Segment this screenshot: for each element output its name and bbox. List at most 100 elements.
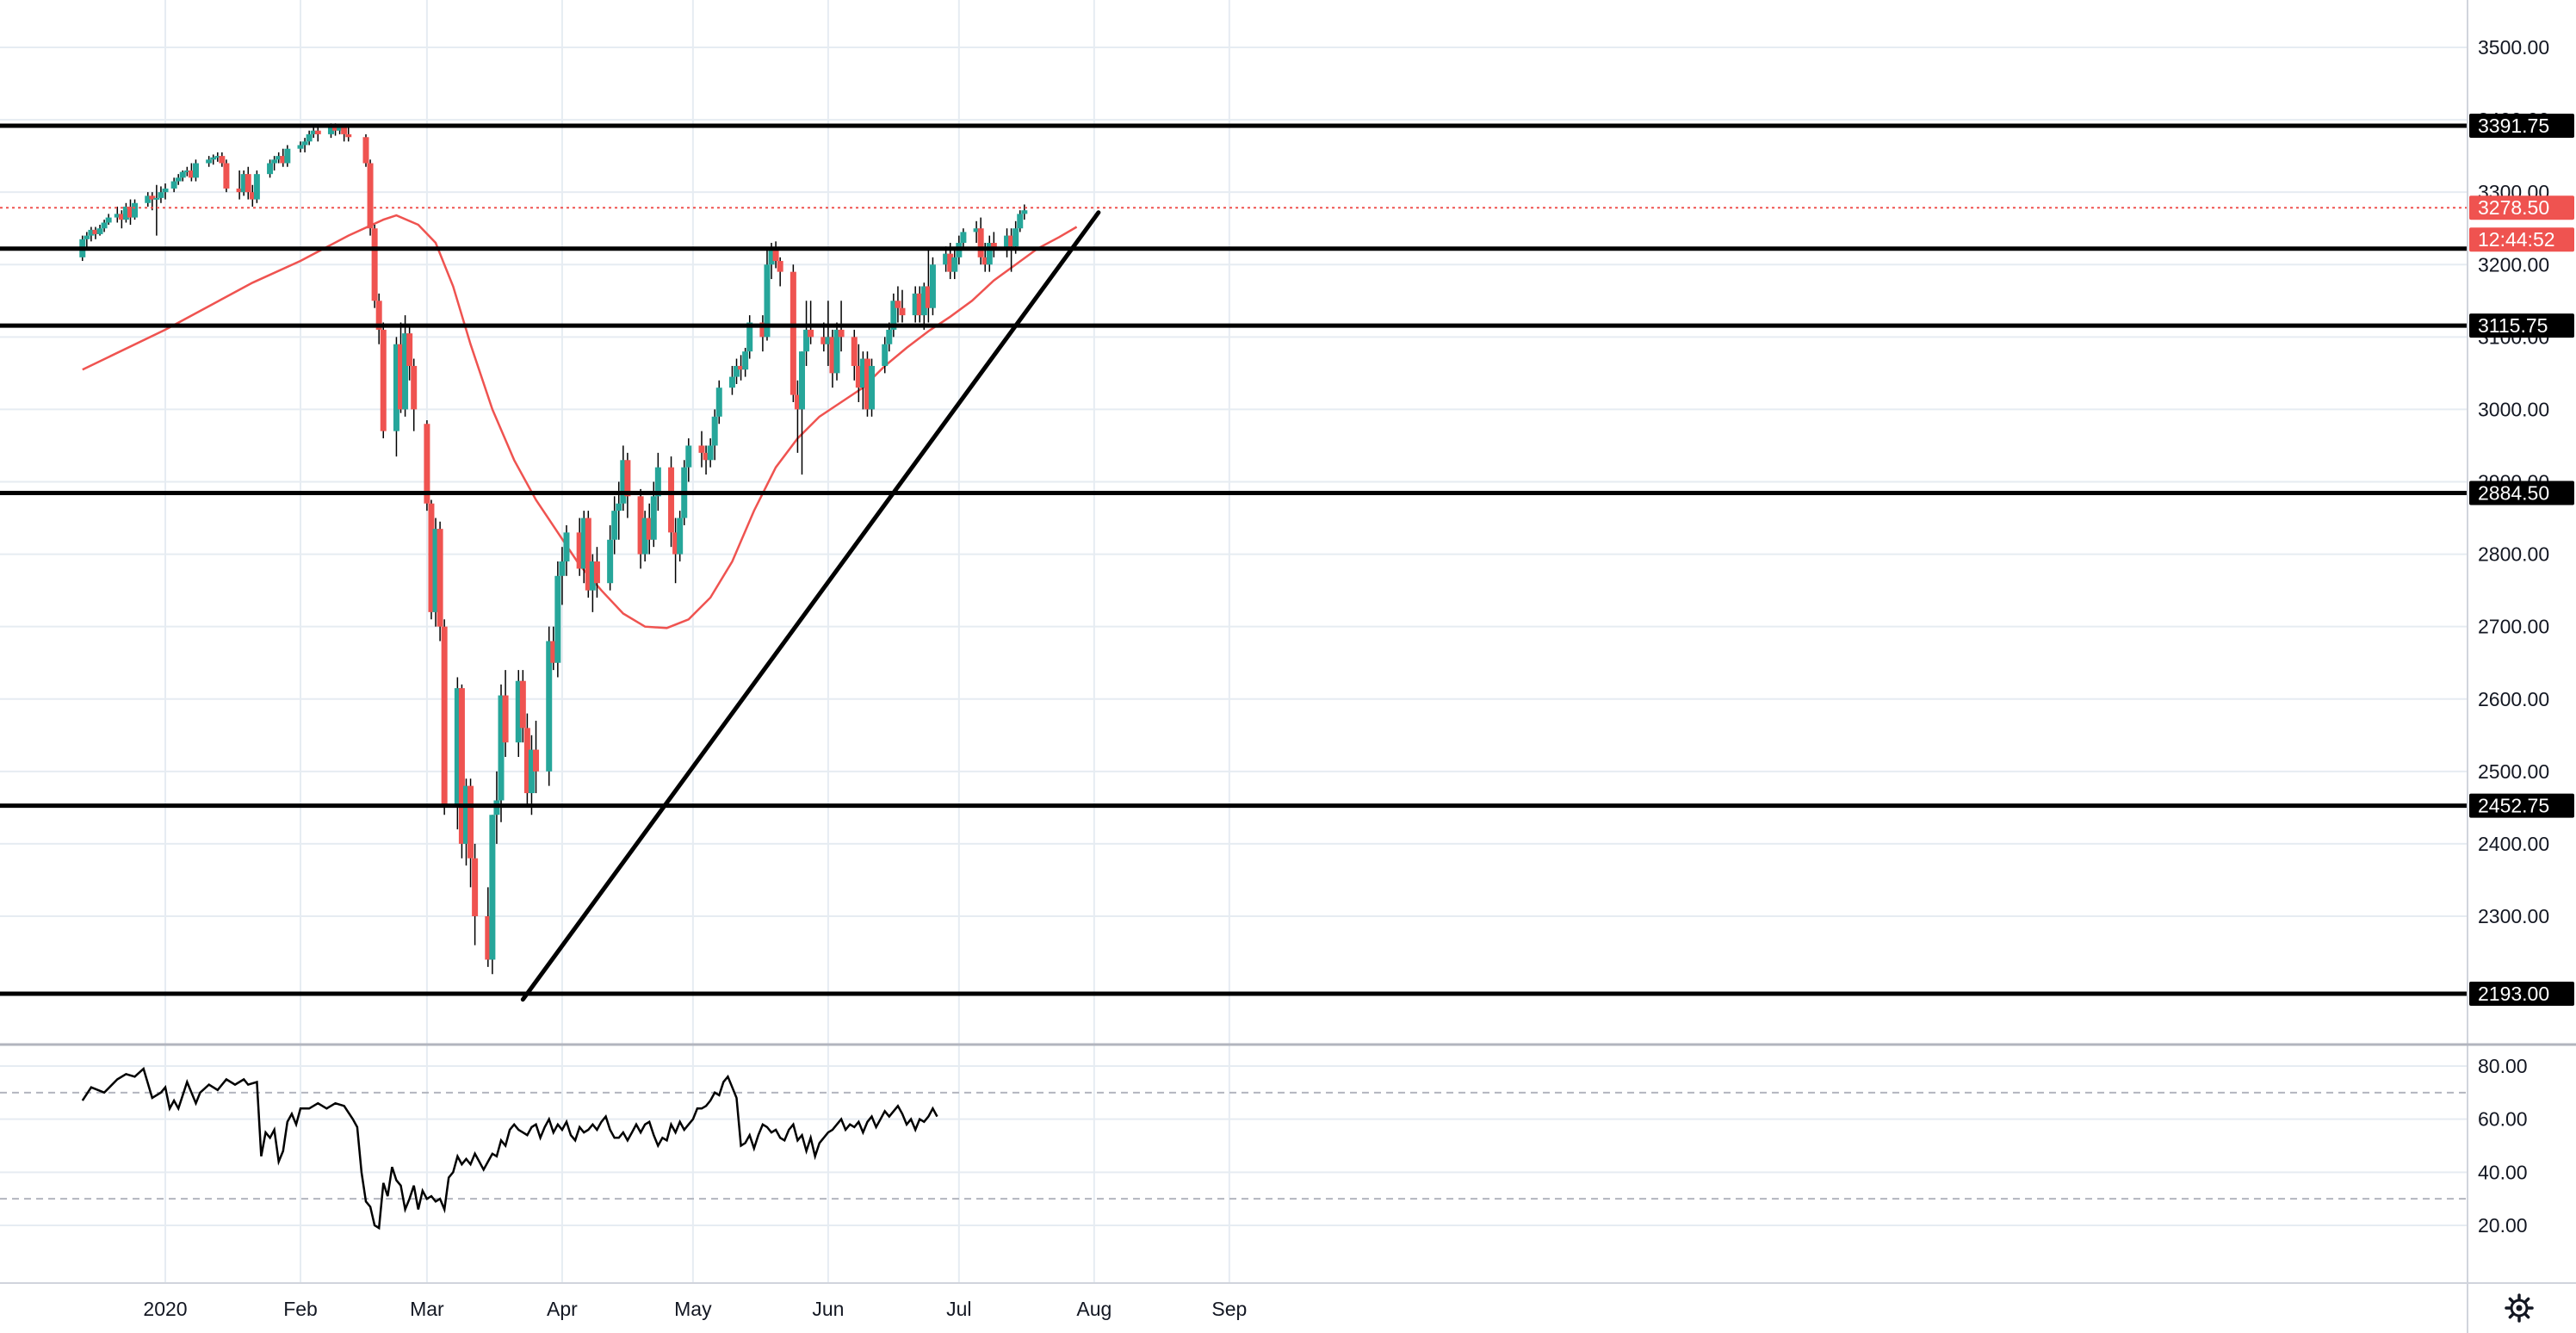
candle-body [546,641,553,772]
level-tag-bg [2469,793,2574,818]
candle-bearish [92,226,99,239]
candle-body [245,174,251,193]
candle-bullish [301,138,308,152]
candle-bearish [398,322,405,413]
candle-bullish [132,199,139,220]
candle-bullish [284,145,291,167]
candle-body [118,214,125,220]
candle-bearish [188,163,195,182]
candle-body [371,228,378,301]
candle-body [960,232,967,244]
candle-body [711,416,718,446]
candle-bullish [145,192,152,207]
candle-body [715,388,722,417]
candle-bearish [790,264,796,403]
candle-body [192,163,199,178]
candle-bearish [458,684,465,859]
candle-body [607,539,614,584]
candle-bullish [158,186,164,203]
candle-body [685,445,692,468]
price-tags: 3391.75 3115.75 2884.50 2452.75 2193.00 3278.… [2469,114,2574,1006]
candle-bearish [485,887,492,967]
candle-body [183,170,190,172]
level-tag: 2452.75 [2469,793,2574,818]
time-tick-label: Aug [1076,1298,1112,1320]
gear-icon[interactable] [2505,1293,2534,1323]
level-tag: 3391.75 [2469,114,2574,139]
candle-body [951,257,958,272]
level-tag: 2884.50 [2469,480,2574,505]
price-tick-label: 3200.00 [2478,253,2549,276]
trendline-line[interactable] [520,210,1101,1002]
level-tag-bg [2469,981,2574,1006]
candle-bearish [593,547,600,598]
candle-bullish [179,170,186,182]
horizontal-levels[interactable] [0,123,2468,996]
candle-body [432,529,439,612]
candle-body [798,351,805,410]
candle-body [794,394,801,410]
candle-bearish [280,148,287,167]
candle-bearish [990,232,997,257]
candle-bullish [685,438,692,482]
candle-body [179,171,186,178]
candle-bullish [707,438,714,468]
candle-bearish [411,358,418,431]
candle-body [127,206,133,218]
candle-body [585,518,591,591]
candle-bearish [925,250,932,323]
candle-body [563,532,570,561]
candle-body [759,322,766,338]
candle-body [912,293,919,316]
candle-body [162,188,169,193]
candle-bullish [711,409,718,461]
candle-body [668,467,675,533]
candle-body [441,626,448,808]
candle-bearish [698,431,705,468]
candle-bearish [772,241,779,269]
candle-body [698,445,705,453]
time-tick-label: Apr [547,1298,578,1320]
candle-bullish [253,170,260,203]
candle-body [206,159,213,164]
candle-bearish [502,670,509,758]
candle-body [515,680,522,743]
current-price-tag-text: 3278.50 [2478,196,2549,219]
candle-body [777,261,783,272]
candle-bullish [920,282,927,330]
candle-bullish [101,220,108,232]
candle-bearish [624,452,631,518]
candle-body [738,365,745,370]
candle-body [219,156,226,164]
candle-bearish [223,159,230,193]
current-price-tag: 3278.50 [2469,195,2574,220]
candle-bullish [559,547,566,605]
price-tick-label: 3000.00 [2478,398,2549,420]
moving-average-line [82,214,1078,629]
candle-body [175,177,182,182]
rsi-tick-label: 60.00 [2478,1108,2528,1131]
candle-body [559,561,566,576]
candle-bullish [951,250,958,280]
candle-bullish [170,177,177,193]
candle-bullish [122,202,129,223]
gear-tooth [2523,1297,2530,1304]
candle-bullish [393,337,399,457]
candle-body [533,749,540,772]
candle-body [808,329,814,338]
candle-bearish [777,257,783,287]
candle-bullish [162,183,169,200]
trendline[interactable] [520,210,1101,1002]
candle-bearish [738,355,745,381]
candle-body [306,133,313,142]
candle-bullish [641,511,648,561]
grid-lines [0,0,2468,1283]
candle-bearish [550,626,557,671]
candle-bullish [912,286,919,323]
candle-body [362,137,369,164]
candle-body [768,250,775,265]
candle-body [859,358,866,388]
candle-body [149,195,156,200]
